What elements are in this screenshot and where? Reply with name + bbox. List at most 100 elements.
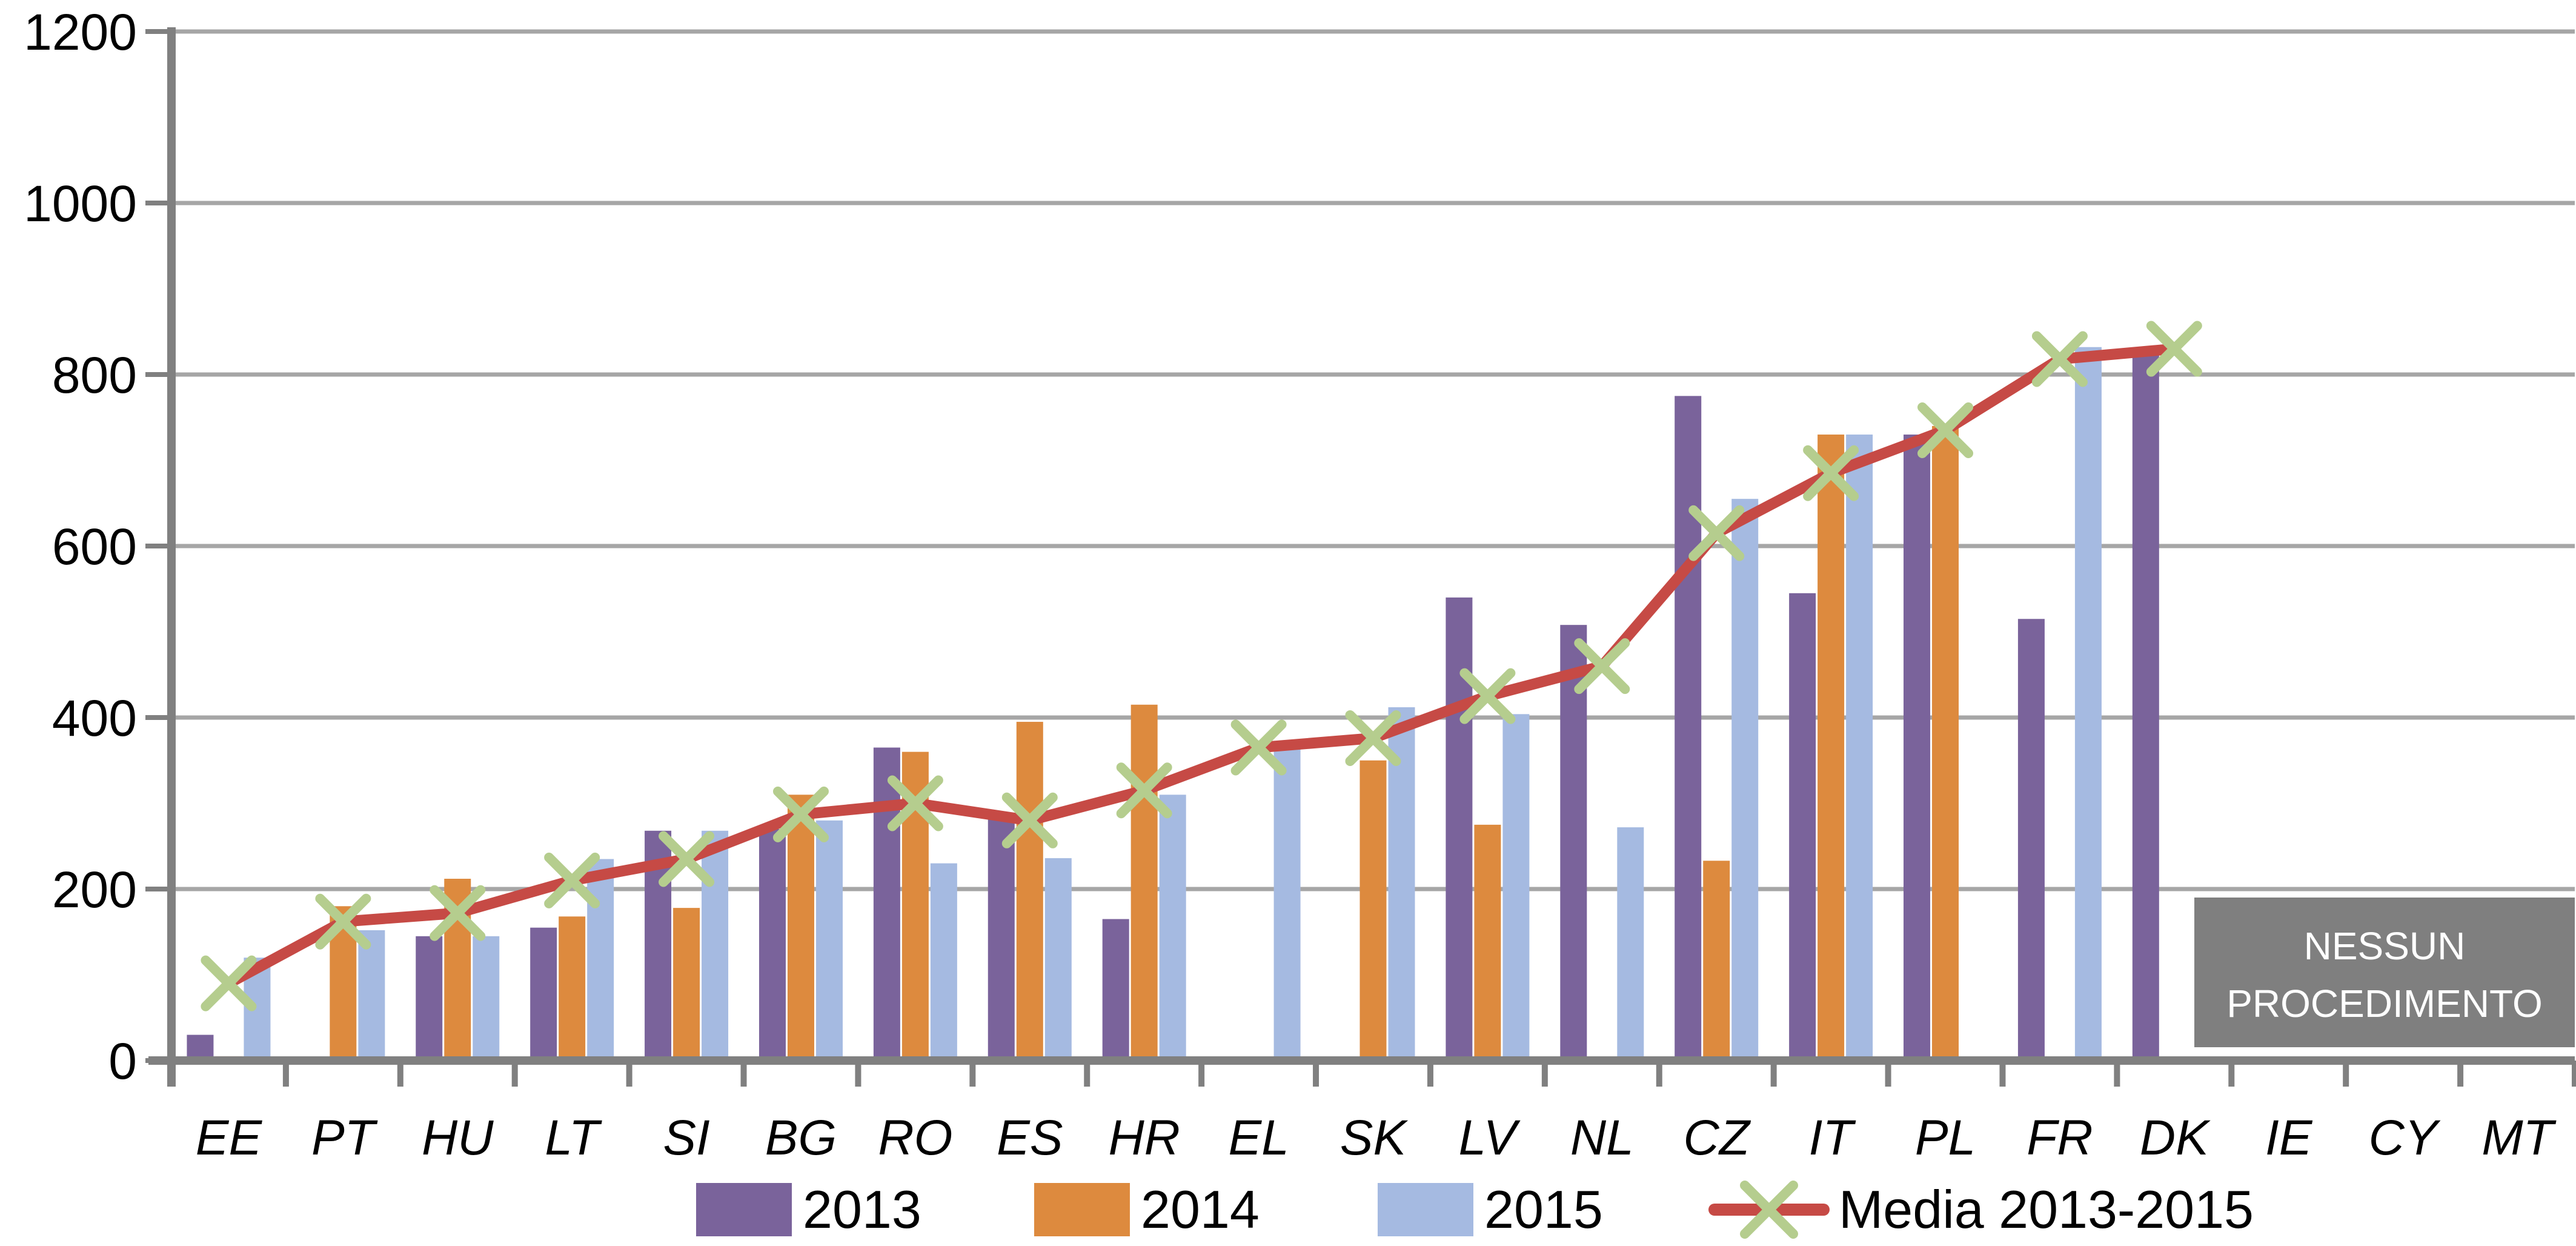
bar-CZ-2015 xyxy=(1731,499,1759,1061)
axis-labels: 0 200 400 600 800 1000 1200 EE PT HU LT SI BG RO ES HR E… xyxy=(24,4,2557,1165)
x-axis-category-label: EE xyxy=(196,1110,263,1165)
bar-LT-2014 xyxy=(559,916,586,1061)
x-axis-category-label: CY xyxy=(2369,1110,2441,1165)
bar-HU-2015 xyxy=(473,936,500,1061)
x-axis-category-label: LT xyxy=(545,1110,602,1165)
x-axis-category-label: IT xyxy=(1809,1110,1856,1165)
y-axis-tick-label: 600 xyxy=(52,518,137,575)
x-marker-icon xyxy=(1116,762,1172,819)
x-marker-icon xyxy=(201,955,257,1011)
x-marker-icon xyxy=(2146,321,2202,377)
x-marker-icon xyxy=(887,775,943,831)
x-axis-category-label: DK xyxy=(2140,1110,2211,1165)
x-marker-icon xyxy=(315,893,371,950)
no-procedure-box xyxy=(2194,898,2575,1047)
legend-swatch-2015 xyxy=(1378,1183,1473,1236)
bar-HR-2014 xyxy=(1130,704,1158,1061)
x-axis-category-label: HR xyxy=(1108,1110,1180,1165)
bar-IT-2013 xyxy=(1789,593,1816,1061)
media-line-series xyxy=(201,321,2202,1011)
bar-LV-2014 xyxy=(1474,824,1501,1061)
x-axis-category-label: RO xyxy=(878,1110,952,1165)
legend-swatch-2013 xyxy=(696,1183,792,1236)
x-axis-category-label: SI xyxy=(663,1110,709,1165)
series-2015 xyxy=(244,347,2102,1061)
bar-BG-2015 xyxy=(815,820,843,1061)
x-axis-category-label: LV xyxy=(1459,1110,1521,1165)
x-axis-category-label: CZ xyxy=(1684,1110,1751,1165)
bar-PL-2014 xyxy=(1932,425,1959,1061)
x-axis-category-label: IE xyxy=(2265,1110,2313,1165)
bar-HU-2013 xyxy=(416,936,443,1061)
x-axis-category-label: NL xyxy=(1570,1110,1634,1165)
bar-RO-2013 xyxy=(873,747,900,1061)
bar-SI-2014 xyxy=(673,908,700,1061)
no-procedure-text-line1: NESSUN xyxy=(2304,924,2466,968)
bar-DK-2013 xyxy=(2132,350,2159,1061)
bar-IT-2014 xyxy=(1817,435,1845,1061)
x-marker-icon xyxy=(430,885,486,941)
axes xyxy=(148,27,2576,1087)
x-marker-icon xyxy=(1574,638,1630,695)
legend-label: 2014 xyxy=(1141,1179,1260,1239)
bar-HR-2013 xyxy=(1102,919,1129,1061)
bar-BG-2014 xyxy=(787,795,814,1061)
x-marker-icon xyxy=(1688,505,1745,561)
bar-FR-2015 xyxy=(2074,347,2102,1061)
bar-SI-2015 xyxy=(702,830,729,1061)
legend-label: 2015 xyxy=(1484,1179,1603,1239)
x-axis-category-label: EL xyxy=(1228,1110,1289,1165)
y-axis-tick-label: 0 xyxy=(108,1033,137,1090)
x-axis-category-label: HU xyxy=(422,1110,494,1165)
bar-SK-2014 xyxy=(1359,760,1387,1061)
bar-CZ-2014 xyxy=(1703,861,1730,1061)
bar-LV-2013 xyxy=(1446,597,1473,1061)
x-marker-icon xyxy=(1001,792,1058,848)
bar-ES-2015 xyxy=(1044,858,1072,1061)
x-marker-icon xyxy=(1230,719,1287,776)
x-marker-icon xyxy=(1917,402,1974,458)
x-marker-icon xyxy=(2031,331,2088,387)
bar-SK-2015 xyxy=(1388,707,1415,1061)
bar-BG-2013 xyxy=(759,828,786,1061)
y-axis-tick-label: 400 xyxy=(52,690,137,747)
bar-LT-2013 xyxy=(530,927,557,1061)
x-marker-icon xyxy=(1803,445,1859,501)
bar-PL-2013 xyxy=(1904,435,1931,1061)
gridlines xyxy=(145,29,2575,1063)
series-2013 xyxy=(187,350,2159,1061)
bar-EE-2013 xyxy=(187,1034,214,1061)
bar-EL-2015 xyxy=(1273,747,1301,1061)
bar-LT-2015 xyxy=(587,859,614,1061)
bar-ES-2014 xyxy=(1016,722,1043,1061)
x-axis-category-label: MT xyxy=(2481,1110,2556,1165)
x-marker-icon xyxy=(772,786,829,842)
bar-RO-2015 xyxy=(930,863,957,1061)
x-marker-icon xyxy=(1345,710,1401,766)
bar-FR-2013 xyxy=(2017,619,2045,1061)
bar-NL-2013 xyxy=(1560,625,1587,1061)
x-axis-category-label: FR xyxy=(2027,1110,2093,1165)
y-axis-tick-label: 1200 xyxy=(24,4,137,61)
x-marker-icon xyxy=(1459,668,1516,724)
x-axis-category-label: ES xyxy=(997,1110,1063,1165)
x-marker-icon xyxy=(1740,1181,1798,1239)
x-axis-category-label: PT xyxy=(311,1110,378,1165)
x-axis-category-label: PL xyxy=(1915,1110,1976,1165)
legend-swatch-2014 xyxy=(1034,1183,1130,1236)
x-axis-category-label: SK xyxy=(1340,1110,1409,1165)
bar-ES-2013 xyxy=(988,818,1015,1061)
bar-PT-2015 xyxy=(358,930,385,1061)
y-axis-tick-label: 800 xyxy=(52,347,137,404)
x-axis-category-label: BG xyxy=(765,1110,837,1165)
legend-label: 2013 xyxy=(803,1179,921,1239)
y-axis-tick-label: 200 xyxy=(52,861,137,918)
bar-LV-2015 xyxy=(1502,714,1530,1061)
y-axis-tick-label: 1000 xyxy=(24,175,137,232)
x-marker-icon xyxy=(659,831,715,887)
no-procedure-text-line2: PROCEDIMENTO xyxy=(2226,982,2543,1025)
bar-groups xyxy=(187,347,2159,1061)
media-line xyxy=(223,343,2180,989)
